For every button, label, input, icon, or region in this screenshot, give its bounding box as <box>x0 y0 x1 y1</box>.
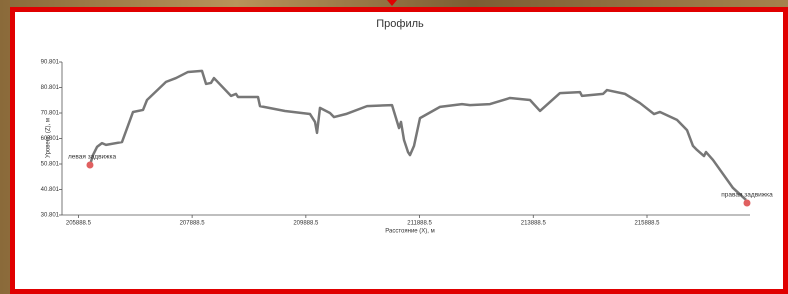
valve-label: левая задвижка <box>68 154 117 161</box>
x-tick-label: 215888.5 <box>634 221 660 227</box>
x-tick-label: 209888.5 <box>293 221 319 227</box>
x-tick-label: 207888.5 <box>180 221 206 227</box>
valve-label: правая задвижка <box>721 192 773 199</box>
x-tick-label: 205888.5 <box>66 221 92 227</box>
y-tick-label: 60.801 <box>41 136 60 142</box>
y-tick-label: 40.801 <box>41 187 60 193</box>
y-tick-label: 50.801 <box>41 162 60 168</box>
y-tick-label: 90.801 <box>41 60 60 66</box>
panel <box>13 10 786 292</box>
pointer <box>387 0 397 6</box>
valve-marker <box>86 162 93 169</box>
screenshot: Профиль Расстояние (X), м Уровень (Z), м… <box>0 0 788 294</box>
y-tick-label: 70.801 <box>41 111 60 117</box>
x-tick-label: 211888.5 <box>407 221 432 227</box>
x-axis-label: Расстояние (X), м <box>385 229 435 235</box>
y-tick-label: 80.801 <box>41 85 60 91</box>
page: {"chart_data": {"type": "line", "title":… <box>0 0 788 294</box>
y-tick-label: 30.801 <box>41 213 60 219</box>
valve-marker <box>743 200 750 207</box>
chart-title: Профиль <box>376 18 424 30</box>
x-tick-label: 213888.5 <box>521 221 547 227</box>
